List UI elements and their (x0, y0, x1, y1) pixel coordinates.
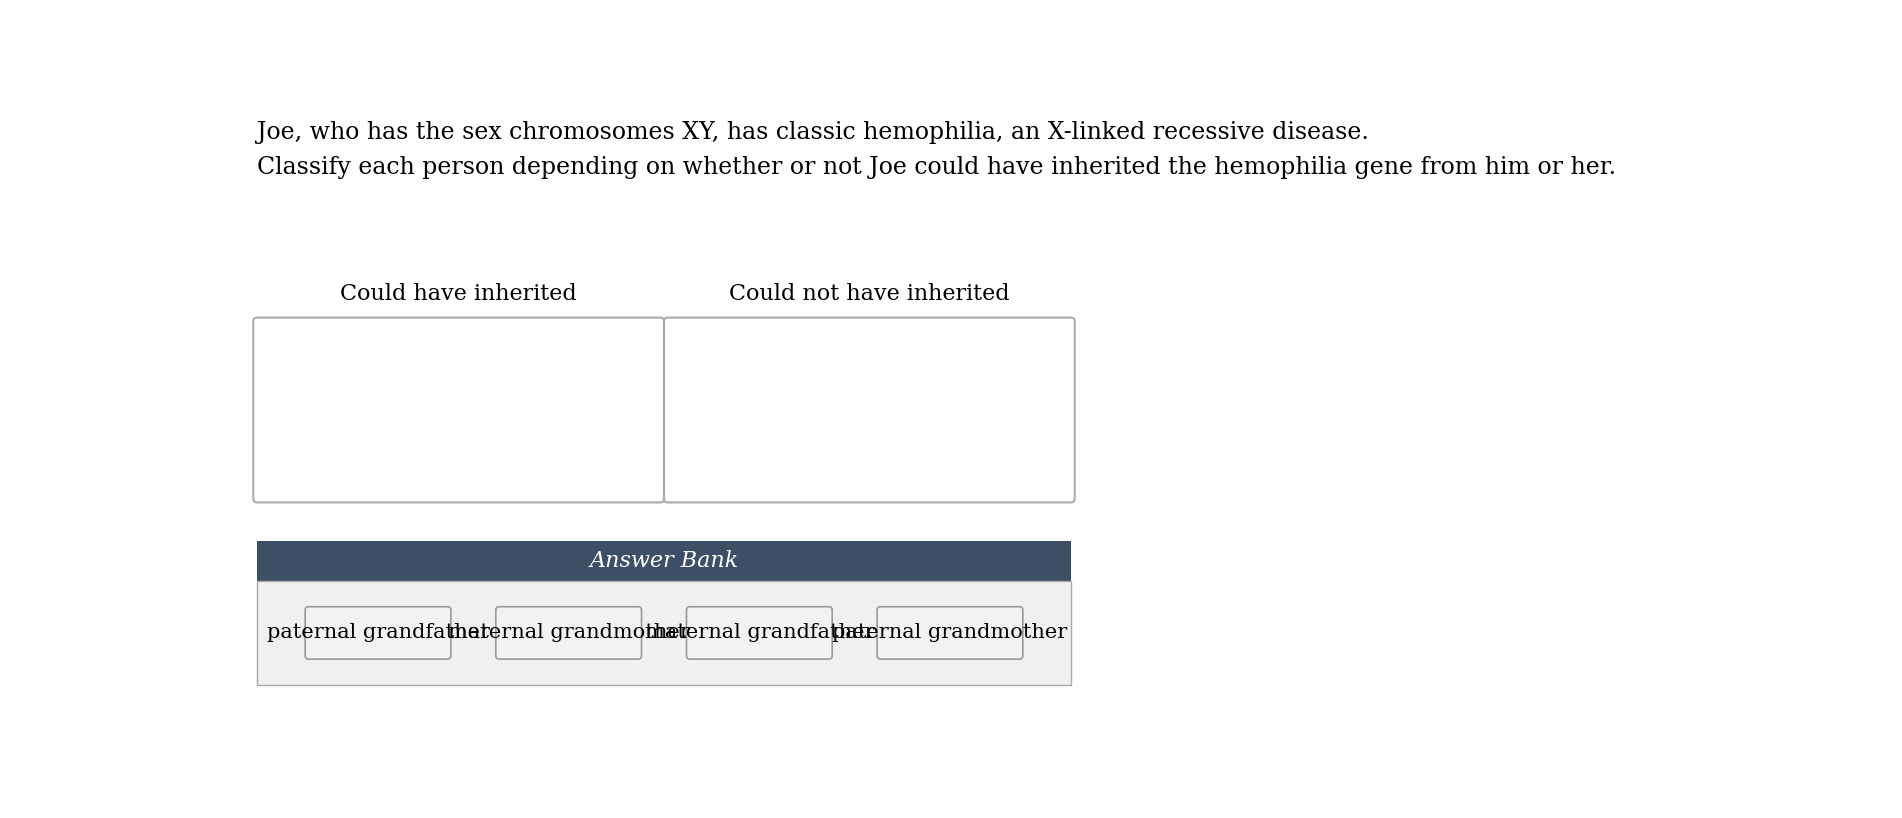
Text: paternal grandfather: paternal grandfather (266, 623, 489, 642)
FancyBboxPatch shape (664, 317, 1075, 502)
Text: Joe, who has the sex chromosomes XY, has classic hemophilia, an X-linked recessi: Joe, who has the sex chromosomes XY, has… (257, 121, 1369, 144)
Text: maternal grandfather: maternal grandfather (645, 623, 875, 642)
Text: Could not have inherited: Could not have inherited (728, 282, 1010, 304)
FancyBboxPatch shape (253, 317, 664, 502)
FancyBboxPatch shape (687, 607, 833, 659)
FancyBboxPatch shape (304, 607, 451, 659)
Text: Could have inherited: Could have inherited (340, 282, 576, 304)
FancyBboxPatch shape (496, 607, 641, 659)
FancyBboxPatch shape (877, 607, 1023, 659)
FancyBboxPatch shape (257, 581, 1071, 685)
Text: paternal grandmother: paternal grandmother (833, 623, 1067, 642)
Bar (257, 541, 1071, 581)
Text: Classify each person depending on whether or not Joe could have inherited the he: Classify each person depending on whethe… (257, 156, 1617, 179)
Text: maternal grandmother: maternal grandmother (447, 623, 690, 642)
Text: Answer Bank: Answer Bank (590, 550, 738, 572)
